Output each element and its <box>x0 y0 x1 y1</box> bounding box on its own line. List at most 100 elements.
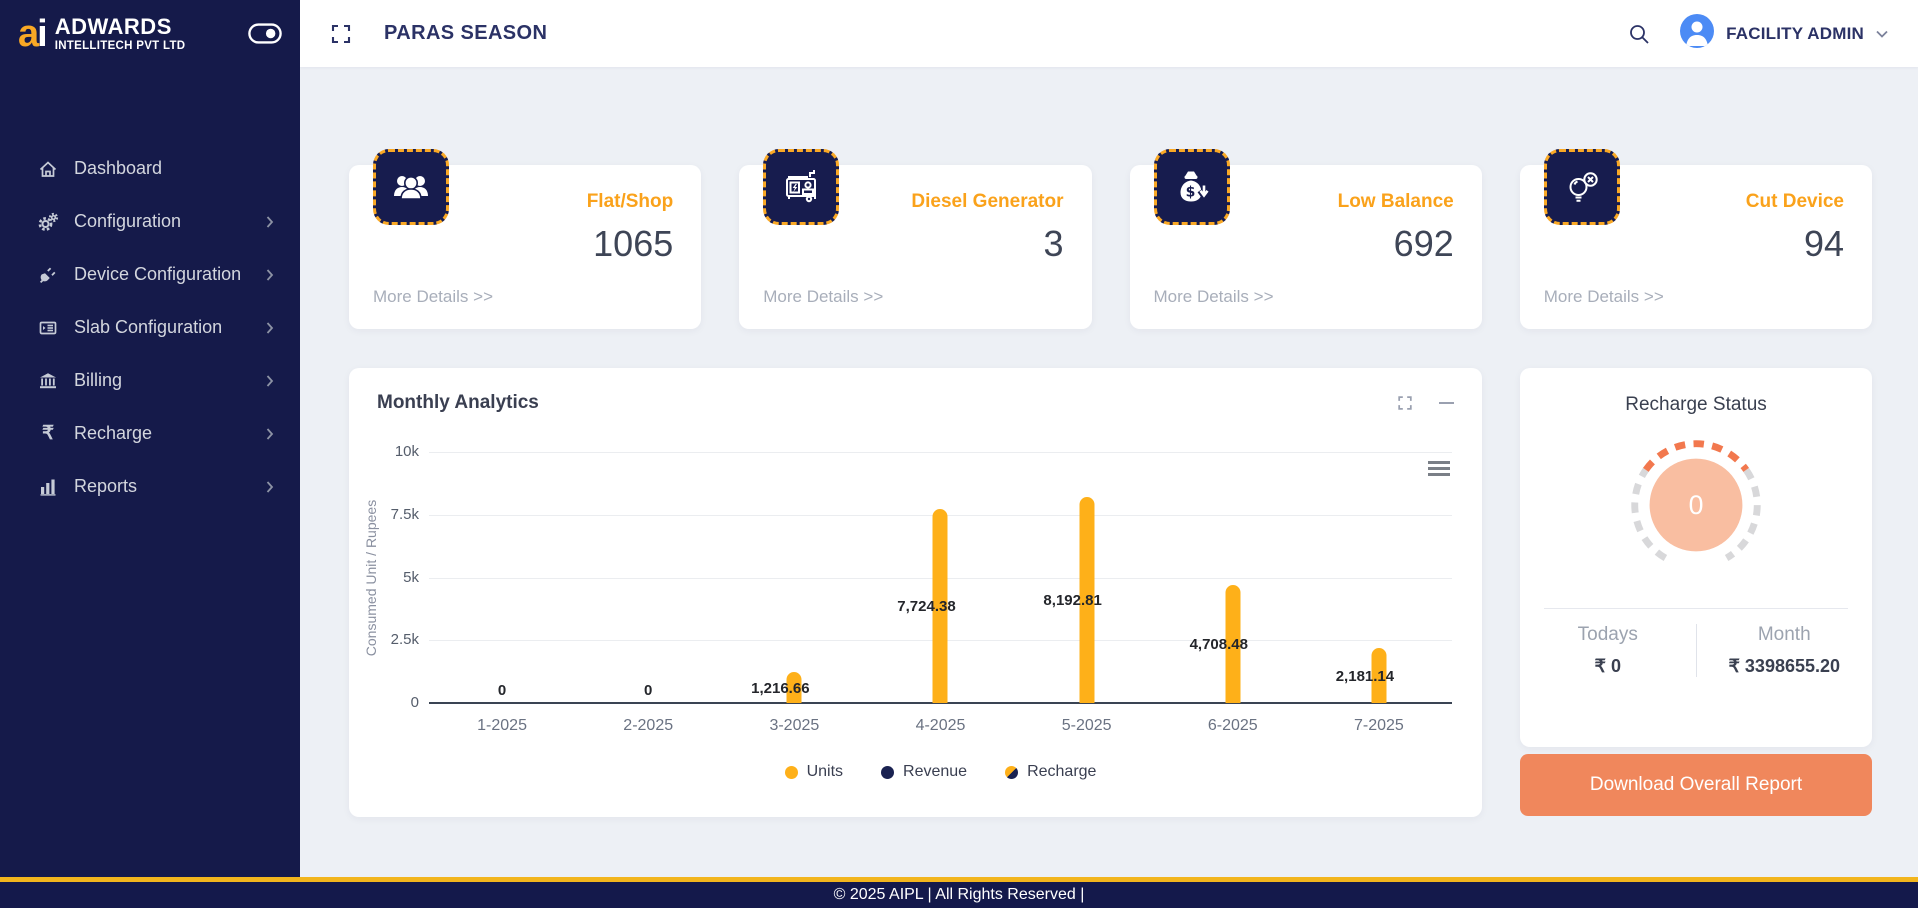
bank-icon <box>36 371 60 391</box>
chevron-right-icon <box>266 427 274 440</box>
card-value: 94 <box>1803 223 1844 264</box>
card-value: 692 <box>1393 223 1454 264</box>
chevron-right-icon <box>266 374 274 387</box>
y-axis-ticks: 10k 7.5k 5k 2.5k 0 <box>383 443 429 711</box>
svg-text:$: $ <box>1185 185 1195 201</box>
bar-column[interactable]: 1,216.66 <box>721 452 867 703</box>
brand-name: ADWARDS <box>54 13 172 39</box>
legend-dot <box>784 765 798 779</box>
y-tick-label: 10k <box>394 443 419 460</box>
y-tick-label: 5k <box>403 568 419 586</box>
more-details-link[interactable]: More Details >> <box>1543 287 1664 306</box>
download-overall-report-button[interactable]: Download Overall Report <box>1520 754 1872 816</box>
chart-plot: 0 0 1,216.66 7,724.38 8,192.81 4,708.48 2,181.… <box>429 452 1452 704</box>
slab-list-icon <box>36 318 60 338</box>
fullscreen-icon[interactable] <box>330 23 352 45</box>
sidebar-item-configuration[interactable]: Configuration <box>0 195 300 248</box>
units-bar[interactable] <box>1371 648 1387 703</box>
card-label: Flat/Shop <box>586 191 674 212</box>
generator-icon <box>763 149 840 225</box>
legend-dot <box>881 765 895 779</box>
gears-icon <box>36 212 60 232</box>
x-tick-label: 1-2025 <box>477 717 527 734</box>
bar-value-label: 4,708.48 <box>1189 635 1248 653</box>
divider <box>1544 608 1848 609</box>
chart-title: Monthly Analytics <box>377 392 539 413</box>
user-name: FACILITY ADMIN <box>1726 23 1864 43</box>
main-content: Flat/Shop 1065 More Details >> Diesel Ge… <box>300 67 1918 877</box>
chevron-down-icon <box>1876 25 1888 43</box>
sidebar-item-device-configuration[interactable]: Device Configuration <box>0 248 300 301</box>
bar-column[interactable]: 0 <box>429 452 575 703</box>
y-tick-label: 7.5k <box>390 505 419 523</box>
expand-chart-icon[interactable] <box>1397 395 1413 411</box>
sidebar-item-billing[interactable]: Billing <box>0 354 300 407</box>
sidebar-item-slab-configuration[interactable]: Slab Configuration <box>0 301 300 354</box>
legend-dot <box>1005 765 1019 779</box>
bar-column[interactable]: 2,181.14 <box>1306 452 1452 703</box>
more-details-link[interactable]: More Details >> <box>373 287 493 306</box>
bar-column[interactable]: 8,192.81 <box>1014 452 1160 703</box>
sidebar-collapse-toggle-icon[interactable] <box>248 23 282 44</box>
units-bar[interactable] <box>786 672 802 703</box>
monthly-analytics-card: Monthly Analytics Consumed Unit / Rupees… <box>349 368 1482 817</box>
card-label: Cut Device <box>1745 191 1844 212</box>
more-details-link[interactable]: More Details >> <box>1153 287 1274 306</box>
x-tick-label: 4-2025 <box>915 717 966 734</box>
bar-value-label: 8,192.81 <box>1043 592 1102 610</box>
units-bar[interactable] <box>1225 584 1241 703</box>
bar-column[interactable]: 4,708.48 <box>1160 452 1306 703</box>
more-details-link[interactable]: More Details >> <box>763 287 884 306</box>
units-bar[interactable] <box>932 509 948 703</box>
bulb-off-icon <box>1543 149 1620 225</box>
sidebar-item-dashboard[interactable]: Dashboard <box>0 142 300 195</box>
stat-card-diesel-generator: Diesel Generator 3 More Details >> <box>739 149 1092 329</box>
top-header: PARAS SEASON FACILITY ADMIN <box>300 0 1918 67</box>
recharge-status-title: Recharge Status <box>1625 394 1767 415</box>
card-label: Low Balance <box>1337 191 1454 212</box>
bar-value-label: 0 <box>644 682 653 699</box>
footer: © 2025 AIPL | All Rights Reserved | <box>0 877 1918 908</box>
y-tick-label: 0 <box>410 694 419 711</box>
legend-item-revenue[interactable]: Revenue <box>881 763 967 781</box>
sidebar-menu: Dashboard Configuration Device Configura… <box>0 67 300 513</box>
month-recharge: Month ₹ 3398655.20 <box>1728 624 1841 676</box>
chevron-right-icon <box>266 268 274 281</box>
recharge-gauge: 0 <box>1520 426 1872 589</box>
footer-text: © 2025 AIPL | All Rights Reserved | <box>833 886 1085 903</box>
chart-menu-icon[interactable] <box>1428 458 1450 479</box>
stat-card-cut-device: Cut Device 94 More Details >> <box>1519 149 1872 329</box>
sidebar-item-recharge[interactable]: ₹ Recharge <box>0 407 300 460</box>
stat-cards-row: Flat/Shop 1065 More Details >> Diesel Ge… <box>349 149 1872 329</box>
bar-value-label: 2,181.14 <box>1335 667 1395 685</box>
home-icon <box>36 159 60 179</box>
brand-subtitle: INTELLITECH PVT LTD <box>54 40 186 53</box>
chevron-right-icon <box>266 215 274 228</box>
x-tick-label: 2-2025 <box>623 717 674 734</box>
brand-logo: ai ADWARDS INTELLITECH PVT LTD <box>0 0 300 67</box>
bars-row: 0 0 1,216.66 7,724.38 8,192.81 4,708.48 2,181.… <box>429 452 1452 703</box>
stat-card-low-balance: $ Low Balance 692 More Details >> <box>1129 149 1482 329</box>
bar-chart-icon <box>36 477 60 497</box>
todays-recharge: Todays ₹ 0 <box>1520 624 1697 677</box>
search-icon[interactable] <box>1628 23 1650 45</box>
bar-column[interactable]: 0 <box>575 452 721 703</box>
x-tick-label: 3-2025 <box>769 717 820 734</box>
bar-value-label: 0 <box>497 682 507 699</box>
bar-value-label: 7,724.38 <box>897 598 956 616</box>
legend-item-units[interactable]: Units <box>784 763 843 781</box>
user-menu[interactable]: FACILITY ADMIN <box>1680 14 1888 53</box>
x-axis-labels: 1-2025 2-2025 3-2025 4-2025 5-2025 6-2025 7-20… <box>429 717 1452 735</box>
y-tick-label: 2.5k <box>390 631 419 649</box>
legend-item-recharge[interactable]: Recharge <box>1005 763 1096 781</box>
users-icon <box>373 149 449 225</box>
x-tick-label: 5-2025 <box>1061 717 1112 734</box>
chevron-right-icon <box>266 321 274 334</box>
avatar <box>1680 14 1715 53</box>
sidebar-item-reports[interactable]: Reports <box>0 460 300 513</box>
collapse-chart-icon[interactable] <box>1439 402 1454 404</box>
units-bar[interactable] <box>1079 497 1095 703</box>
plug-icon <box>36 265 60 285</box>
money-bag-down-icon: $ <box>1153 149 1230 225</box>
bar-column[interactable]: 7,724.38 <box>867 452 1013 703</box>
